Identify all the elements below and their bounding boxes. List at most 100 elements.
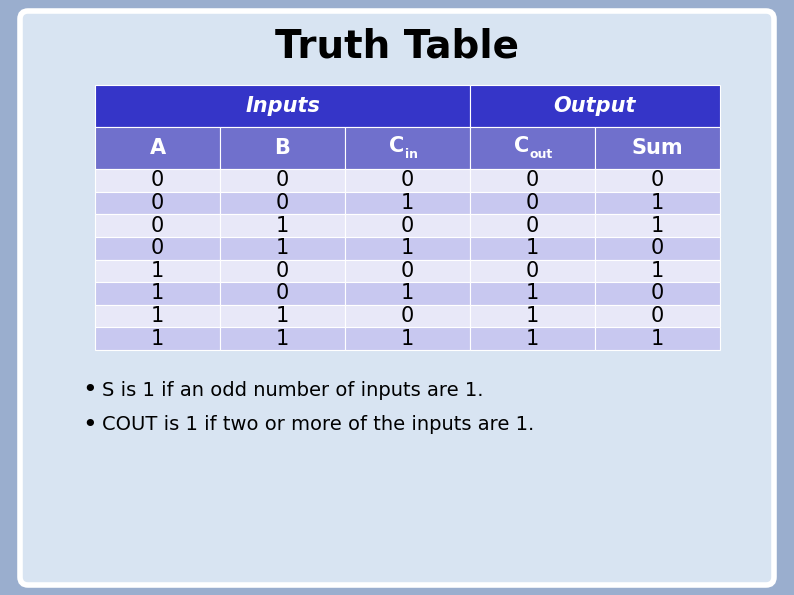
Bar xyxy=(345,127,470,169)
Text: 1: 1 xyxy=(151,306,164,326)
Text: 0: 0 xyxy=(651,283,664,303)
Bar xyxy=(595,214,720,237)
Bar xyxy=(470,214,595,237)
Bar xyxy=(595,127,720,169)
Bar xyxy=(220,282,345,305)
Text: 1: 1 xyxy=(526,283,539,303)
Bar xyxy=(470,282,595,305)
Text: 1: 1 xyxy=(651,215,664,236)
Bar xyxy=(95,237,220,259)
Bar xyxy=(595,259,720,282)
Text: 1: 1 xyxy=(526,328,539,349)
Text: in: in xyxy=(404,149,418,161)
Text: 0: 0 xyxy=(276,261,289,281)
Bar xyxy=(220,327,345,350)
Text: 0: 0 xyxy=(526,215,539,236)
Bar xyxy=(220,237,345,259)
Text: C: C xyxy=(389,136,404,156)
Text: 0: 0 xyxy=(526,170,539,190)
Text: 1: 1 xyxy=(651,261,664,281)
Bar xyxy=(95,214,220,237)
Text: 0: 0 xyxy=(276,193,289,213)
Text: Sum: Sum xyxy=(632,138,684,158)
Bar xyxy=(220,192,345,214)
Bar xyxy=(220,127,345,169)
Text: •: • xyxy=(83,378,98,402)
Text: 1: 1 xyxy=(526,238,539,258)
Text: 0: 0 xyxy=(401,261,414,281)
Bar xyxy=(345,282,470,305)
Bar xyxy=(470,327,595,350)
Bar xyxy=(95,127,220,169)
Bar xyxy=(595,327,720,350)
Bar xyxy=(95,282,220,305)
Text: 0: 0 xyxy=(651,238,664,258)
Bar xyxy=(595,237,720,259)
Text: 1: 1 xyxy=(401,328,414,349)
Text: 1: 1 xyxy=(401,283,414,303)
Bar xyxy=(95,192,220,214)
Bar xyxy=(345,305,470,327)
Text: 1: 1 xyxy=(276,215,289,236)
Text: Truth Table: Truth Table xyxy=(275,28,519,66)
Bar xyxy=(470,192,595,214)
Bar xyxy=(345,214,470,237)
Text: 1: 1 xyxy=(151,328,164,349)
Bar xyxy=(95,85,470,127)
Bar xyxy=(470,85,720,127)
Text: •: • xyxy=(83,413,98,437)
Text: Inputs: Inputs xyxy=(245,96,320,116)
Bar xyxy=(345,237,470,259)
Bar xyxy=(595,305,720,327)
Bar xyxy=(95,169,220,192)
Text: 0: 0 xyxy=(151,238,164,258)
Bar xyxy=(220,305,345,327)
Text: C: C xyxy=(515,136,530,156)
Text: 1: 1 xyxy=(651,328,664,349)
Bar xyxy=(345,192,470,214)
Bar xyxy=(95,327,220,350)
Bar xyxy=(220,169,345,192)
Bar xyxy=(95,305,220,327)
Text: 1: 1 xyxy=(401,238,414,258)
Text: out: out xyxy=(530,149,553,161)
Bar xyxy=(595,169,720,192)
Text: 1: 1 xyxy=(151,283,164,303)
Bar xyxy=(95,259,220,282)
Text: S is 1 if an odd number of inputs are 1.: S is 1 if an odd number of inputs are 1. xyxy=(102,380,484,399)
Text: 0: 0 xyxy=(276,283,289,303)
Text: 1: 1 xyxy=(276,328,289,349)
Text: 1: 1 xyxy=(526,306,539,326)
Bar xyxy=(345,169,470,192)
Bar xyxy=(595,192,720,214)
Bar xyxy=(345,259,470,282)
Text: 0: 0 xyxy=(151,193,164,213)
Text: 0: 0 xyxy=(526,193,539,213)
Text: Output: Output xyxy=(553,96,636,116)
Text: 0: 0 xyxy=(401,306,414,326)
Text: A: A xyxy=(149,138,166,158)
Text: 0: 0 xyxy=(651,170,664,190)
Bar xyxy=(345,327,470,350)
Text: 1: 1 xyxy=(151,261,164,281)
Text: B: B xyxy=(275,138,291,158)
Text: COUT is 1 if two or more of the inputs are 1.: COUT is 1 if two or more of the inputs a… xyxy=(102,415,534,434)
Bar xyxy=(470,237,595,259)
Text: 0: 0 xyxy=(651,306,664,326)
FancyBboxPatch shape xyxy=(20,11,774,585)
Bar xyxy=(470,259,595,282)
Text: 0: 0 xyxy=(151,215,164,236)
Text: 1: 1 xyxy=(276,238,289,258)
Bar xyxy=(220,259,345,282)
Text: 1: 1 xyxy=(651,193,664,213)
Text: 1: 1 xyxy=(401,193,414,213)
Bar xyxy=(220,214,345,237)
Text: 0: 0 xyxy=(526,261,539,281)
Text: 1: 1 xyxy=(276,306,289,326)
Bar xyxy=(470,305,595,327)
Text: 0: 0 xyxy=(401,170,414,190)
Bar xyxy=(470,127,595,169)
Text: 0: 0 xyxy=(401,215,414,236)
Text: 0: 0 xyxy=(276,170,289,190)
Bar xyxy=(595,282,720,305)
